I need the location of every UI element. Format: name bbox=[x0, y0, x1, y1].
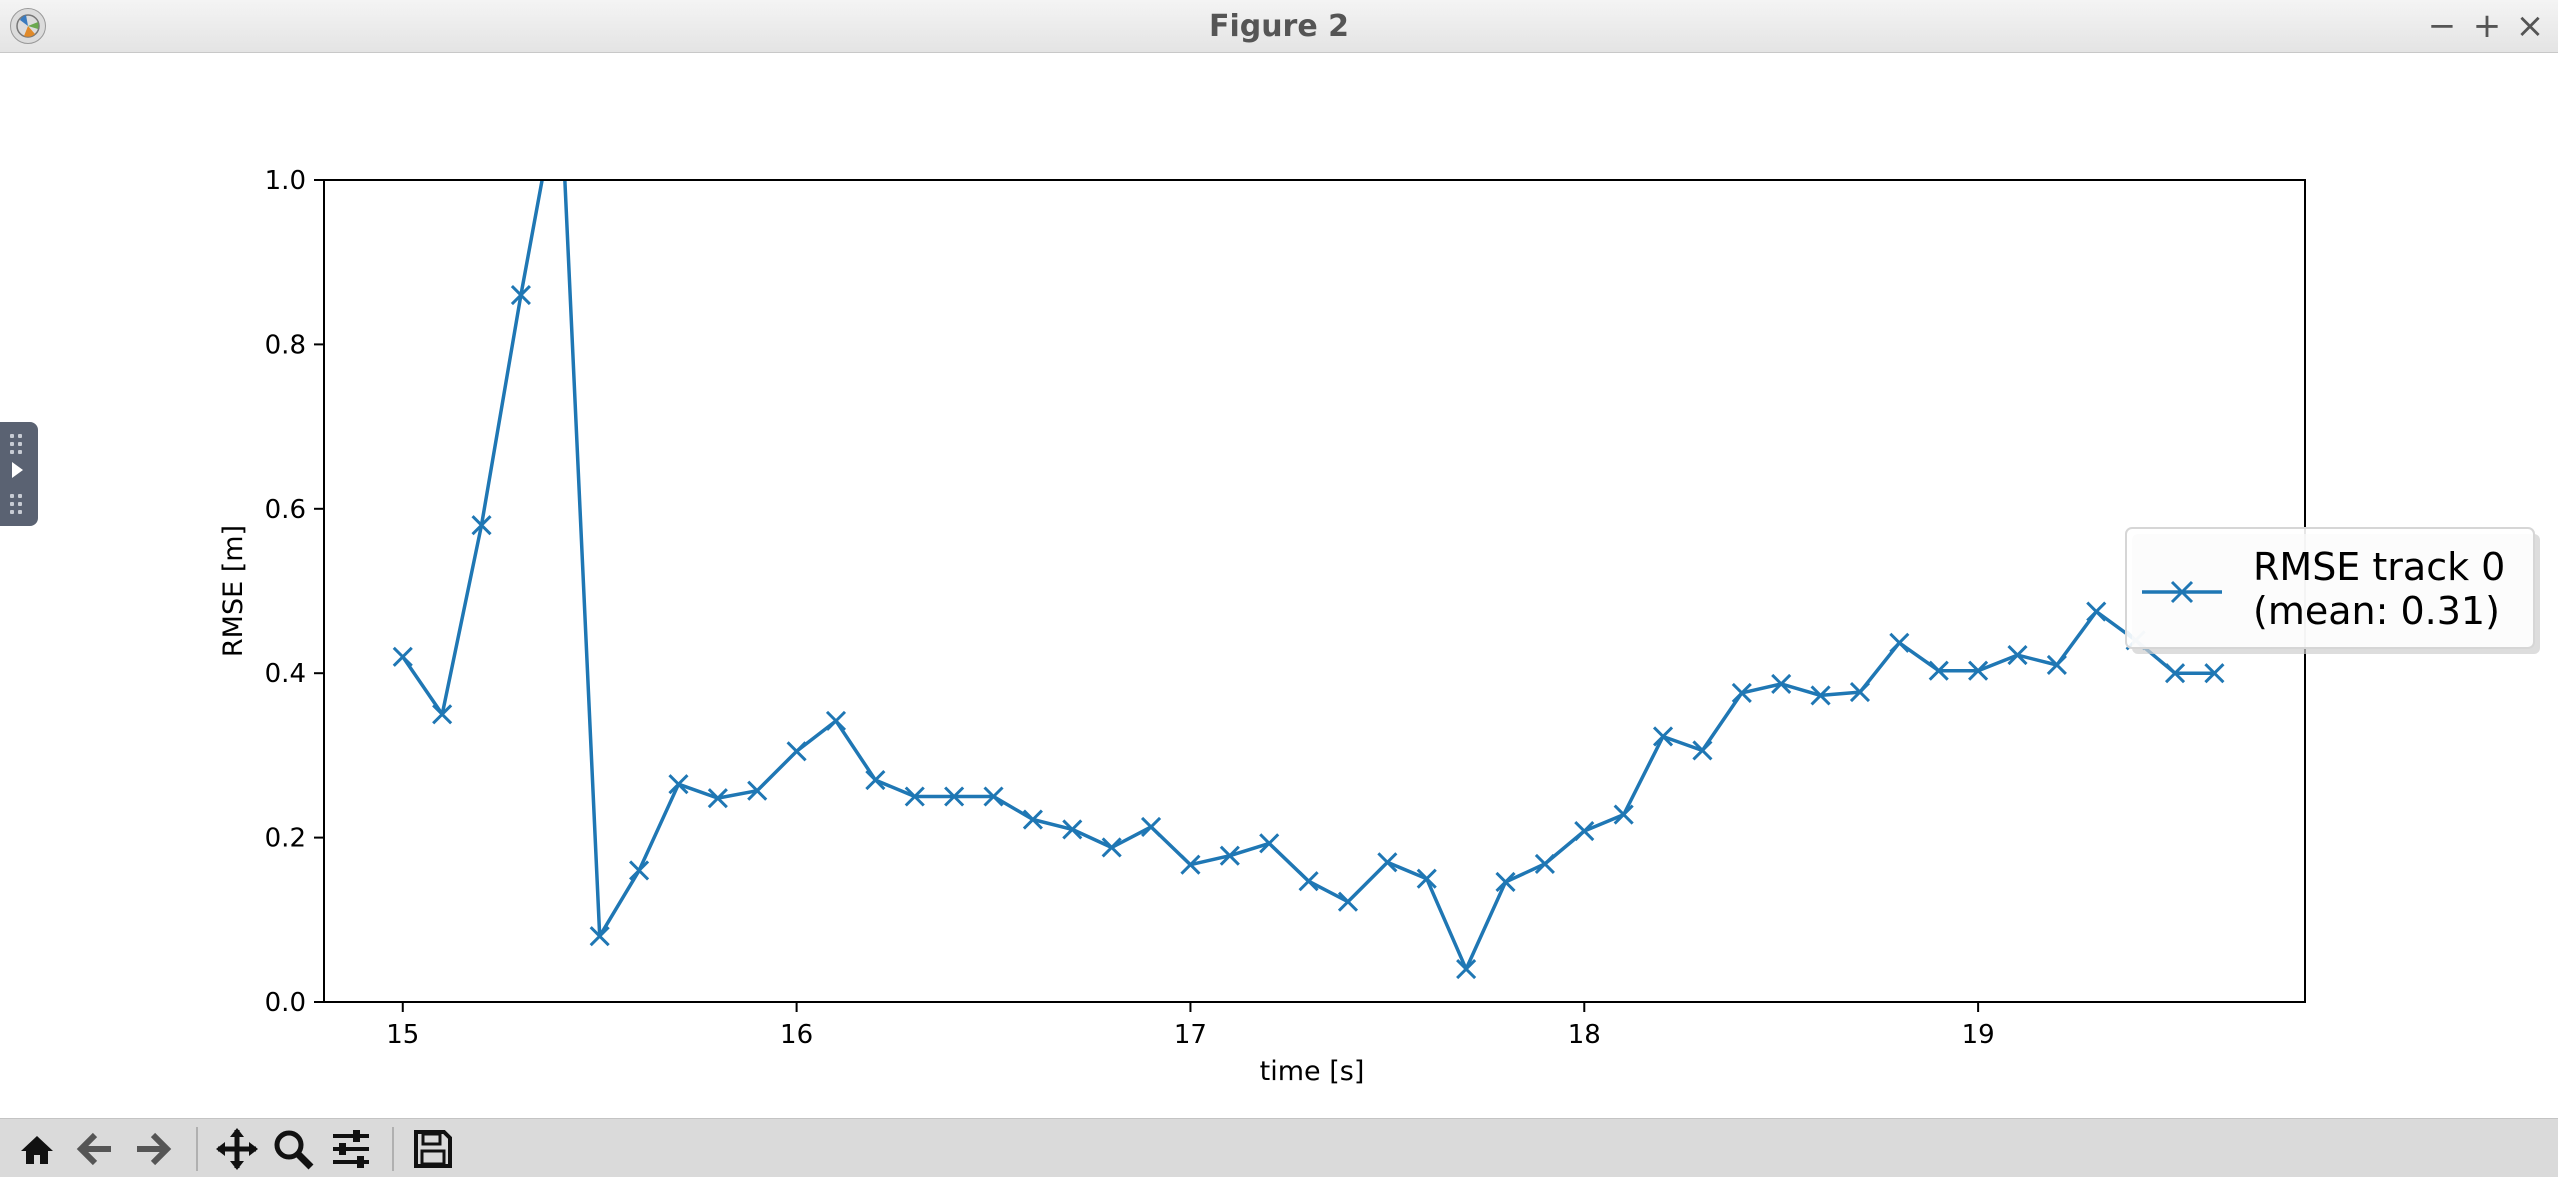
x-tick-label: 17 bbox=[1174, 1020, 1207, 1050]
data-point-marker bbox=[1731, 682, 1752, 703]
data-point-marker bbox=[1101, 837, 1122, 858]
data-point-marker bbox=[1889, 632, 1910, 653]
plot-area bbox=[392, 72, 2225, 980]
axes-frame bbox=[323, 179, 2306, 1003]
data-point-marker bbox=[1692, 740, 1713, 761]
forward-button[interactable] bbox=[128, 1124, 178, 1174]
x-axis-ticks: 15 16 17 18 19 bbox=[386, 1002, 1995, 1050]
home-button[interactable] bbox=[12, 1124, 62, 1174]
y-tick-label: 0.0 bbox=[265, 988, 306, 1018]
data-point-marker bbox=[1140, 816, 1162, 837]
data-point-marker bbox=[471, 515, 492, 536]
data-point-marker bbox=[1377, 852, 1398, 873]
x-tick-label: 18 bbox=[1568, 1020, 1601, 1050]
data-point-marker bbox=[1456, 959, 1477, 980]
data-point-marker bbox=[1652, 726, 1674, 747]
data-point-marker bbox=[865, 769, 886, 791]
data-point-marker bbox=[747, 780, 768, 801]
x-tick-label: 16 bbox=[780, 1020, 813, 1050]
data-point-marker bbox=[2046, 654, 2067, 676]
data-point-marker bbox=[2164, 663, 2186, 684]
data-point-marker bbox=[1259, 833, 1280, 854]
data-point-marker bbox=[2007, 645, 2028, 666]
x-axis-label: time [s] bbox=[1260, 1056, 1365, 1087]
maximize-button[interactable]: + bbox=[2472, 6, 2502, 46]
data-point-marker bbox=[1534, 853, 1555, 874]
legend-label-line1: RMSE track 0 bbox=[2253, 545, 2505, 589]
x-tick-label: 19 bbox=[1962, 1020, 1995, 1050]
data-point-marker bbox=[1771, 673, 1792, 694]
data-point-marker bbox=[825, 710, 847, 731]
y-tick-label: 0.8 bbox=[265, 330, 306, 360]
data-point-marker bbox=[1337, 891, 1359, 912]
window-title: Figure 2 bbox=[1208, 9, 1350, 44]
configure-subplots-button[interactable] bbox=[326, 1124, 376, 1174]
legend-box bbox=[2125, 527, 2535, 649]
y-tick-label: 0.6 bbox=[265, 495, 306, 525]
data-point-marker bbox=[2204, 663, 2225, 684]
expand-arrow-icon bbox=[12, 462, 23, 478]
window-titlebar: Figure 2 − + × bbox=[0, 0, 2558, 53]
minimize-button[interactable]: − bbox=[2427, 6, 2457, 46]
zoom-button[interactable] bbox=[268, 1124, 318, 1174]
data-point-marker bbox=[1810, 685, 1831, 706]
data-point-marker bbox=[510, 285, 531, 306]
data-point-marker bbox=[1219, 845, 1240, 866]
y-axis-ticks: 0.0 0.2 0.4 0.6 0.8 1.0 bbox=[265, 166, 324, 1018]
data-point-marker bbox=[432, 704, 453, 725]
data-point-marker bbox=[1298, 871, 1319, 892]
back-button[interactable] bbox=[70, 1124, 120, 1174]
data-point-marker bbox=[904, 786, 925, 807]
zoom-icon bbox=[274, 1130, 314, 1170]
toolbar-separator bbox=[392, 1127, 394, 1171]
back-arrow-icon bbox=[76, 1132, 111, 1166]
data-point-marker bbox=[392, 646, 413, 667]
data-point-marker bbox=[1416, 868, 1437, 889]
data-point-marker bbox=[1849, 682, 1871, 703]
rmse-chart: 0.0 0.2 0.4 0.6 0.8 1.0 15 16 17 18 19 time [s] R… bbox=[218, 72, 2540, 1087]
y-axis-label: RMSE [m] bbox=[218, 525, 249, 657]
data-point-marker bbox=[786, 741, 807, 762]
y-tick-label: 0.4 bbox=[265, 659, 306, 689]
data-point-marker bbox=[983, 786, 1004, 807]
toolbar-separator bbox=[196, 1127, 198, 1171]
save-button[interactable] bbox=[408, 1124, 458, 1174]
y-tick-label: 0.2 bbox=[265, 824, 306, 854]
series-markers bbox=[392, 72, 2225, 980]
data-point-marker bbox=[629, 860, 650, 881]
legend: RMSE track 0 (mean: 0.31) bbox=[2125, 527, 2540, 654]
pan-button[interactable] bbox=[212, 1124, 262, 1174]
navigation-toolbar bbox=[0, 1118, 2558, 1177]
legend-label-line2: (mean: 0.31) bbox=[2253, 589, 2500, 633]
data-point-marker bbox=[589, 926, 610, 947]
sliders-icon bbox=[333, 1130, 369, 1168]
matplotlib-app-icon bbox=[10, 8, 46, 44]
data-point-marker bbox=[668, 774, 689, 795]
data-point-marker bbox=[944, 786, 965, 807]
data-point-marker bbox=[2086, 601, 2107, 622]
forward-arrow-icon bbox=[137, 1132, 172, 1166]
data-point-marker bbox=[707, 788, 728, 809]
y-tick-label: 1.0 bbox=[265, 166, 306, 196]
save-icon bbox=[414, 1130, 452, 1168]
x-tick-label: 15 bbox=[386, 1020, 419, 1050]
data-point-marker bbox=[1928, 660, 1949, 681]
move-icon bbox=[216, 1128, 258, 1170]
data-point-marker bbox=[1613, 804, 1634, 825]
data-point-marker bbox=[1968, 660, 1989, 681]
data-point-marker bbox=[1062, 819, 1083, 840]
legend-x-marker bbox=[2170, 580, 2194, 604]
data-point-marker bbox=[1574, 820, 1595, 842]
close-button[interactable]: × bbox=[2515, 6, 2545, 46]
data-point-marker bbox=[1022, 809, 1043, 830]
side-panel-handle[interactable] bbox=[0, 422, 38, 526]
home-icon bbox=[21, 1136, 53, 1164]
data-point-marker bbox=[1180, 854, 1201, 875]
series-line-track-0 bbox=[401, 180, 2215, 971]
data-point-marker bbox=[551, 72, 569, 90]
data-point-marker bbox=[1495, 871, 1516, 893]
